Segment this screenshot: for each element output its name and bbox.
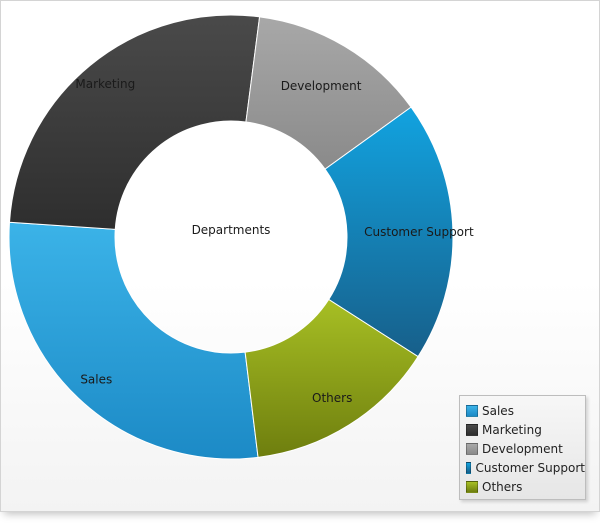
legend-swatch (466, 404, 478, 417)
slice-others[interactable] (244, 298, 419, 458)
donut-chart: Sales Marketing Development Customer Suppor… (8, 14, 474, 460)
legend: Sales Marketing Development Customer Sup… (459, 395, 586, 500)
center-label: Departments (192, 223, 271, 237)
legend-swatch (466, 461, 472, 474)
slice-customer-support[interactable] (324, 106, 454, 358)
legend-label: Sales (482, 403, 514, 418)
legend-label: Marketing (482, 422, 542, 437)
slice-label-sales: Sales (80, 372, 112, 386)
legend-swatch (466, 480, 478, 493)
legend-swatch (466, 442, 478, 455)
legend-swatch (466, 423, 478, 436)
legend-item-marketing: Marketing (466, 420, 585, 439)
legend-label: Development (482, 441, 563, 456)
slice-marketing[interactable] (8, 14, 261, 230)
legend-label: Customer Support (475, 460, 585, 475)
legend-item-customer-support: Customer Support (466, 458, 585, 477)
legend-item-development: Development (466, 439, 585, 458)
chart-panel: Sales Marketing Development Customer Suppor… (0, 0, 600, 512)
slice-label-development: Development (281, 79, 362, 93)
legend-item-sales: Sales (466, 401, 585, 420)
slice-sales[interactable] (8, 221, 259, 460)
slice-label-customer-support: Customer Support (364, 225, 474, 239)
legend-item-others: Others (466, 477, 585, 496)
slice-label-marketing: Marketing (75, 77, 135, 91)
slice-label-others: Others (312, 391, 352, 405)
legend-label: Others (482, 479, 523, 494)
